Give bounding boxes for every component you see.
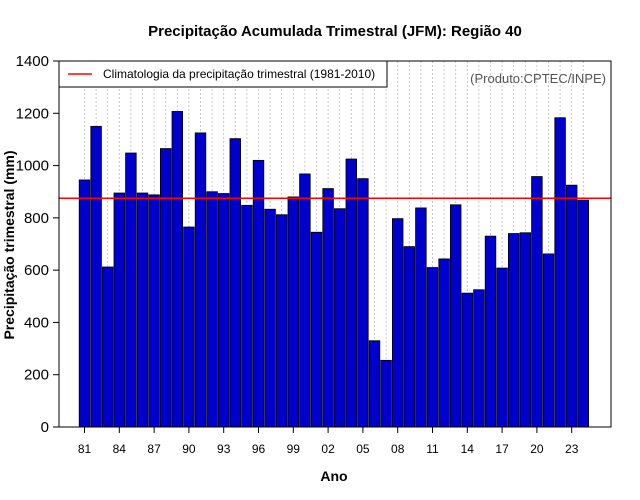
x-tick-label: 93 xyxy=(217,442,231,456)
x-axis-label: Ano xyxy=(320,468,347,484)
bar-90 xyxy=(183,226,195,428)
bar-88 xyxy=(159,148,172,428)
x-tick-label: 20 xyxy=(530,442,544,456)
x-tick-label: 99 xyxy=(287,442,301,456)
y-tick-label: 1000 xyxy=(16,158,49,175)
bar-20 xyxy=(531,176,543,428)
bar-09 xyxy=(403,246,416,428)
source-note: (Produto:CPTEC/INPE) xyxy=(470,71,606,86)
y-tick-label: 1200 xyxy=(16,105,49,122)
bar-03 xyxy=(333,208,346,428)
bars xyxy=(78,111,590,428)
bar-98 xyxy=(275,214,288,428)
bar-05 xyxy=(357,178,369,428)
bar-83 xyxy=(102,266,114,428)
bar-87 xyxy=(148,194,160,428)
y-axis: 0 200 400 600 800 1000 1200 1400 xyxy=(16,53,59,436)
chart-title: Precipitação Acumulada Trimestral (JFM):… xyxy=(148,23,522,40)
bar-99 xyxy=(287,196,300,428)
bar-91 xyxy=(194,132,207,428)
y-tick-label: 1400 xyxy=(16,53,49,70)
bar-24 xyxy=(577,199,590,428)
bar-19 xyxy=(519,232,532,428)
y-axis-label: Precipitação trimestral (mm) xyxy=(1,150,17,339)
x-tick-label: 02 xyxy=(321,442,335,456)
y-tick-label: 400 xyxy=(24,314,49,331)
bar-97 xyxy=(264,208,276,428)
bar-14 xyxy=(461,292,474,428)
x-tick-label: 87 xyxy=(147,442,161,456)
legend: Climatologia da precipitação trimestral … xyxy=(58,60,388,88)
x-tick-label: 81 xyxy=(78,442,92,456)
bar-89 xyxy=(171,111,184,428)
x-tick-label: 05 xyxy=(356,442,370,456)
bar-84 xyxy=(113,192,126,428)
bar-22 xyxy=(554,117,566,428)
bar-95 xyxy=(241,204,253,428)
x-tick-label: 08 xyxy=(391,442,405,456)
bar-17 xyxy=(496,267,508,428)
x-tick-label: 11 xyxy=(426,442,439,456)
bar-08 xyxy=(391,218,404,428)
legend-label: Climatologia da precipitação trimestral … xyxy=(103,67,375,81)
x-tick-label: 23 xyxy=(565,442,579,456)
bar-06 xyxy=(368,340,381,428)
bar-07 xyxy=(380,359,392,428)
x-tick-label: 14 xyxy=(461,442,475,456)
bar-00 xyxy=(299,173,311,428)
bar-86 xyxy=(136,192,149,428)
bar-96 xyxy=(252,159,265,428)
bar-13 xyxy=(449,204,462,428)
x-tick-label: 84 xyxy=(113,442,127,456)
y-tick-label: 0 xyxy=(41,419,49,436)
bar-23 xyxy=(566,184,578,428)
x-axis: 81 84 87 90 93 96 99 02 05 08 11 14 17 20 23 xyxy=(78,427,579,456)
bar-11 xyxy=(426,267,439,428)
bar-01 xyxy=(310,231,323,428)
x-tick-label: 90 xyxy=(182,442,196,456)
y-tick-label: 200 xyxy=(24,367,49,384)
bar-92 xyxy=(206,191,218,428)
bar-94 xyxy=(229,138,242,428)
bar-16 xyxy=(484,235,497,428)
bar-18 xyxy=(507,233,520,428)
x-tick-label: 17 xyxy=(495,442,509,456)
bar-15 xyxy=(473,289,485,428)
y-tick-label: 600 xyxy=(24,262,49,279)
bar-04 xyxy=(345,158,358,428)
bar-85 xyxy=(125,152,137,428)
bar-82 xyxy=(90,125,102,428)
bar-81 xyxy=(78,179,91,428)
bar-21 xyxy=(542,253,555,428)
x-tick-label: 96 xyxy=(252,442,266,456)
bar-93 xyxy=(217,193,230,428)
bar-12 xyxy=(438,258,450,428)
bar-02 xyxy=(322,188,334,428)
legend-box xyxy=(58,60,388,88)
y-tick-label: 800 xyxy=(24,210,49,227)
bar-10 xyxy=(415,207,427,428)
